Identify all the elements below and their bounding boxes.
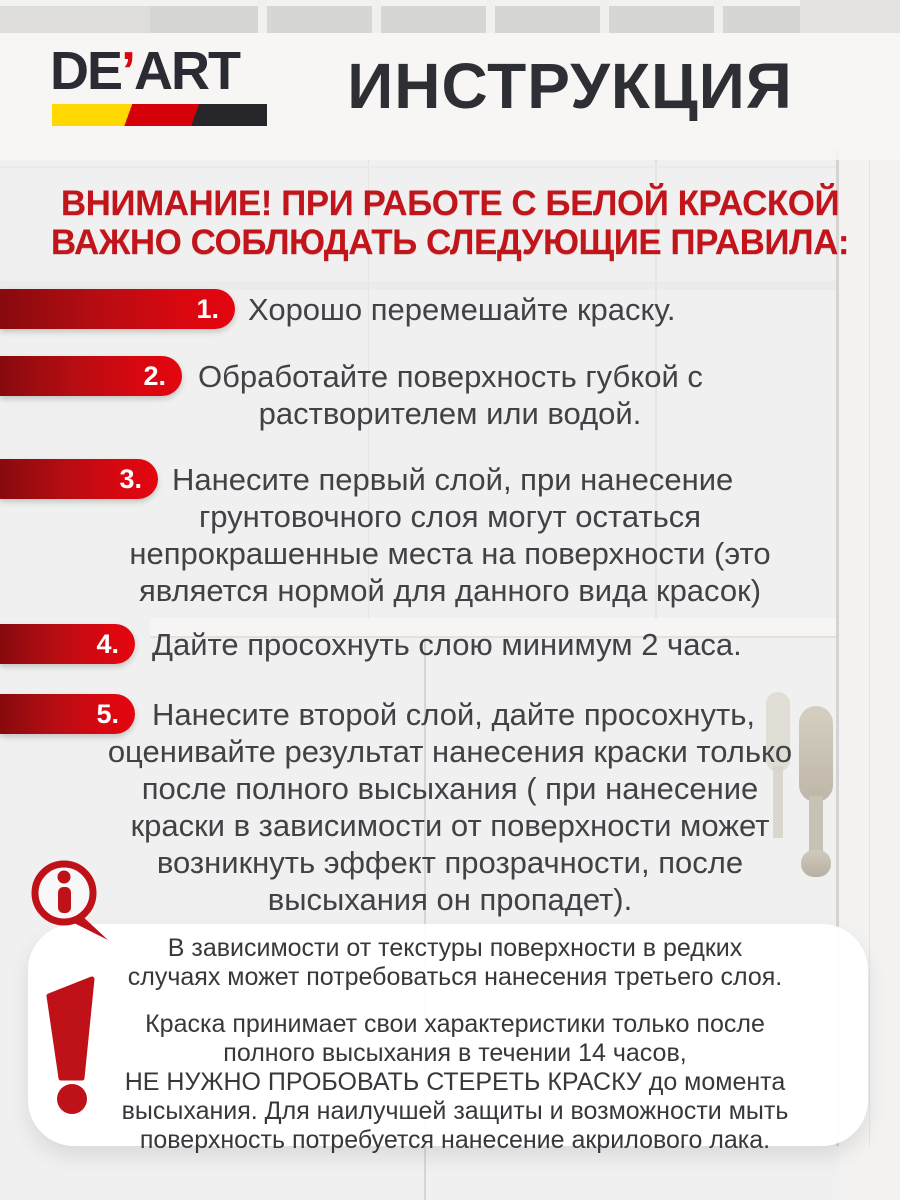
- step-line: Обработайте поверхность губкой с: [198, 359, 703, 394]
- header-band: [0, 33, 900, 160]
- warning-heading-line: ВАЖНО СОБЛЮДАТЬ СЛЕДУЮЩИЕ ПРАВИЛА:: [50, 223, 850, 262]
- step-line: непрокрашенные места на поверхности (это: [129, 536, 771, 571]
- logo-color-stripe: [52, 104, 267, 126]
- step-number-ribbon: 2.: [0, 356, 182, 396]
- door-stile-line: [869, 150, 870, 1146]
- page-title: ИНСТРУКЦИЯ: [347, 50, 793, 122]
- window-mullion: [486, 0, 495, 33]
- step-line: после полного высыхания ( при нанесение: [141, 771, 759, 806]
- step-item-2: 2. Обработайте поверхность губкой с раст…: [0, 356, 900, 432]
- step-line: грунтовочного слоя могут остаться: [198, 499, 702, 534]
- note-line: НЕ НУЖНО ПРОБОВАТЬ СТЕРЕТЬ КРАСКУ до мом…: [124, 1068, 786, 1096]
- step-item-3: 3. Нанесите первый слой, при нанесение г…: [0, 459, 900, 609]
- door-rail-beam: [150, 618, 836, 638]
- step-line: растворителем или водой.: [258, 396, 642, 431]
- step-number-ribbon: 5.: [0, 694, 135, 734]
- door-gap-line: [424, 618, 426, 1200]
- warning-note: Краска принимает свои характеристики тол…: [70, 1010, 840, 1155]
- info-note: В зависимости от текстуры поверхности в …: [70, 934, 840, 992]
- step-line: высыхания он пропадет).: [267, 882, 633, 917]
- door-handle-front: [799, 706, 833, 802]
- note-line: высыхания. Для наилучшей защиты и возмож…: [121, 1097, 789, 1125]
- step-line: Нанесите второй слой, дайте просохнуть,: [152, 697, 755, 732]
- window-mullion: [372, 0, 381, 33]
- step-line: является нормой для данного вида красок): [138, 573, 762, 608]
- step-line: краски в зависимости от поверхности може…: [130, 808, 770, 843]
- step-item-4: 4. Дайте просохнуть слою минимум 2 часа.: [0, 624, 900, 664]
- step-number: 4.: [96, 629, 119, 659]
- step-number: 2.: [143, 361, 166, 391]
- transom-window-strip: [0, 0, 900, 33]
- step-number-ribbon: 1.: [0, 289, 235, 329]
- step-item-5: 5. Нанесите второй слой, дайте просохнут…: [0, 694, 900, 918]
- step-number: 5.: [96, 699, 119, 729]
- brand-logo-text: DE’ART: [50, 41, 241, 101]
- step-line: Нанесите первый слой, при нанесение: [172, 462, 734, 497]
- step-number: 3.: [119, 464, 142, 494]
- step-line: Хорошо перемешайте краску.: [248, 292, 676, 327]
- warning-heading: ВНИМАНИЕ! ПРИ РАБОТЕ С БЕЛОЙ КРАСКОЙ ВАЖ…: [0, 184, 900, 262]
- brand-logo: DE’ART: [50, 41, 280, 126]
- door-panel-line: [655, 160, 657, 630]
- step-line: Дайте просохнуть слою минимум 2 часа.: [152, 627, 742, 662]
- exclamation-mark-icon: [46, 976, 95, 1114]
- note-line: полного высыхания в течении 14 часов,: [223, 1039, 687, 1067]
- step-number-ribbon: 3.: [0, 459, 158, 499]
- notes-panel: [28, 924, 868, 1146]
- step-line: оценивайте результат нанесения краски то…: [107, 734, 793, 769]
- step-line: возникнуть эффект прозрачности, после: [156, 845, 744, 880]
- note-line: Краска принимает свои характеристики тол…: [145, 1010, 765, 1038]
- window-mullion: [600, 0, 609, 33]
- window-mullion: [258, 0, 267, 33]
- note-line: В зависимости от текстуры поверхности в …: [167, 934, 743, 962]
- door-handle-back: [766, 692, 790, 772]
- door-panel-line: [368, 160, 369, 630]
- step-number-ribbon: 4.: [0, 624, 135, 664]
- step-item-1: 1. Хорошо перемешайте краску.: [0, 289, 900, 329]
- note-line: случаях может потребоваться нанесения тр…: [127, 963, 783, 991]
- logo-apostrophe: ’: [121, 41, 136, 101]
- step-number: 1.: [196, 294, 219, 324]
- info-speech-bubble-icon: [31, 860, 108, 940]
- window-mullion: [714, 0, 723, 33]
- door-rail-line: [0, 166, 836, 168]
- note-line: поверхность потребуется нанесение акрило…: [139, 1126, 771, 1154]
- door-rail-shadow: [0, 281, 836, 290]
- warning-heading-line: ВНИМАНИЕ! ПРИ РАБОТЕ С БЕЛОЙ КРАСКОЙ: [60, 184, 840, 223]
- door-edge-line: [836, 150, 839, 1146]
